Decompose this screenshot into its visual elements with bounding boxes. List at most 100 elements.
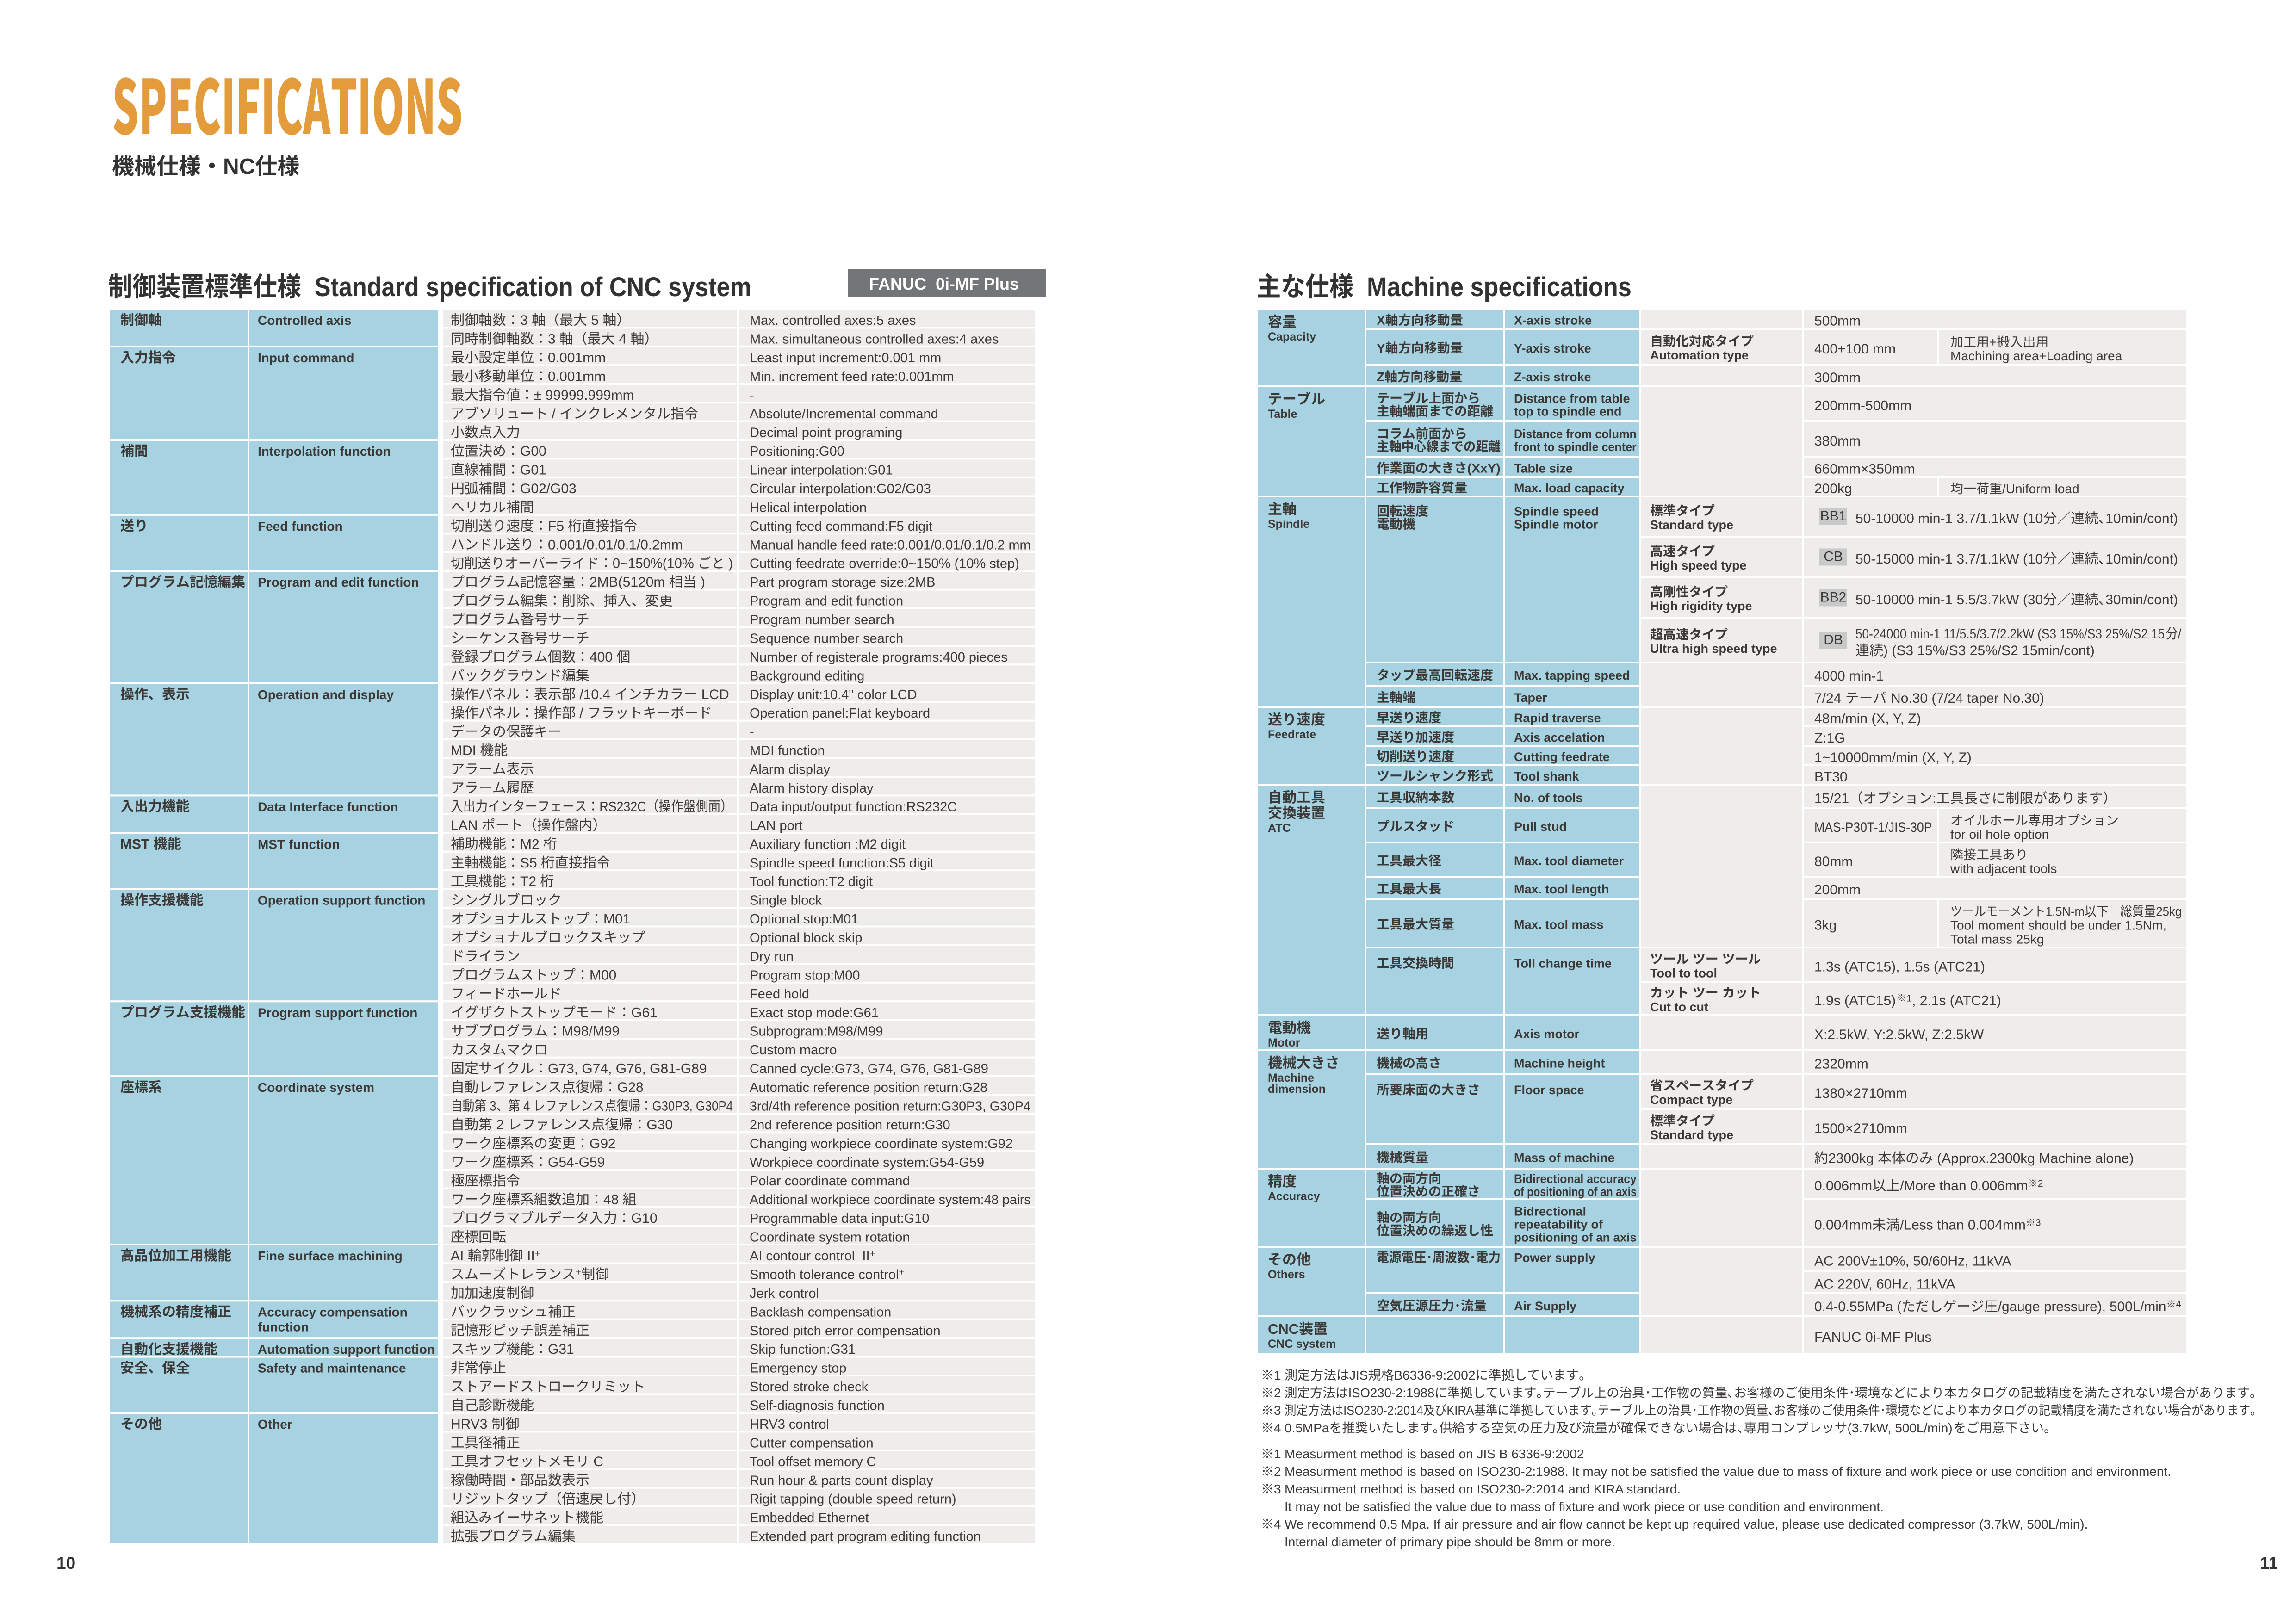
svg-text:Spindle motor: Spindle motor (1514, 518, 1598, 532)
svg-text:Program stop:M00: Program stop:M00 (750, 968, 860, 983)
svg-text:Measurment method is based on: Measurment method is based on ISO230-2:2… (1285, 1482, 1681, 1496)
svg-text:Feedrate: Feedrate (1268, 728, 1316, 741)
svg-text:Feed function: Feed function (258, 519, 343, 533)
svg-text:Workpiece coordinate system:G5: Workpiece coordinate system:G54-G59 (750, 1155, 984, 1170)
svg-text:Automation type: Automation type (1650, 348, 1749, 362)
svg-text:80mm: 80mm (1814, 854, 1853, 869)
svg-text:Y-axis stroke: Y-axis stroke (1514, 341, 1591, 355)
svg-text:Feed hold: Feed hold (750, 987, 809, 1002)
svg-text:G00: G00 (520, 444, 546, 459)
svg-text:Z-axis stroke: Z-axis stroke (1514, 370, 1591, 384)
svg-text:0.5MPa: 0.5MPa (1285, 1421, 1329, 1435)
svg-text:Optional stop:M01: Optional stop:M01 (750, 912, 858, 927)
svg-text:2: 2 (1274, 1464, 1281, 1479)
svg-text:1~10000mm/min (X, Y, Z): 1~10000mm/min (X, Y, Z) (1814, 750, 1972, 765)
svg-text:/10.4: /10.4 (576, 687, 614, 702)
svg-text:Machine: Machine (1268, 1072, 1314, 1084)
svg-text:Dry run: Dry run (750, 949, 794, 964)
svg-text:Taper: Taper (1514, 691, 1547, 705)
svg-text:Floor space: Floor space (1514, 1083, 1584, 1097)
svg-text:Z:1G: Z:1G (1814, 731, 1845, 746)
svg-text:, 2.1s (ATC21): , 2.1s (ATC21) (1912, 993, 2001, 1009)
svg-text:G61: G61 (631, 1005, 658, 1020)
svg-text:It may not be satisfied the va: It may not be satisfied the value due to… (1285, 1499, 1884, 1514)
svg-text:Manual handle feed rate:0.001/: Manual handle feed rate:0.001/0.01/0.1/0… (750, 538, 1031, 552)
svg-text:Tool moment should be under 1.: Tool moment should be under 1.5Nm, (1950, 918, 2166, 933)
svg-text:M00: M00 (590, 967, 616, 983)
svg-text:of positioning of an axis: of positioning of an axis (1514, 1185, 1637, 1199)
svg-text:/More than 0.006mm: /More than 0.006mm (1900, 1178, 2028, 1194)
svg-text:Absolute/Incremental command: Absolute/Incremental command (750, 407, 938, 421)
svg-text:Max. tapping speed: Max. tapping speed (1514, 669, 1630, 682)
svg-text:/: / (548, 406, 559, 421)
svg-text:Run hour & parts count display: Run hour & parts count display (750, 1473, 933, 1488)
svg-text:C: C (590, 1454, 603, 1469)
svg-text:Single block: Single block (750, 893, 822, 908)
svg-text:We recommend 0.5 Mpa. If air p: We recommend 0.5 Mpa. If air pressure an… (1285, 1517, 2088, 1531)
svg-text:dimension: dimension (1268, 1083, 1326, 1096)
svg-text:Max. load capacity: Max. load capacity (1514, 481, 1625, 495)
svg-text:3: 3 (486, 1098, 496, 1114)
svg-text:Standard type: Standard type (1650, 518, 1733, 532)
svg-text:HRV3 control: HRV3 control (750, 1417, 829, 1432)
svg-text:2MB(5120m: 2MB(5120m (590, 575, 669, 590)
svg-text:0.001/0.01/0.1/0.2mm: 0.001/0.01/0.1/0.2mm (548, 537, 683, 552)
svg-text:Power supply: Power supply (1514, 1251, 1595, 1265)
svg-text:Mass of machine: Mass of machine (1514, 1151, 1615, 1165)
svg-text:400+100 mm: 400+100 mm (1814, 341, 1896, 357)
svg-text:Positioning:G00: Positioning:G00 (750, 444, 844, 459)
svg-text:Accuracy compensation: Accuracy compensation (258, 1305, 408, 1319)
svg-text:Internal diameter of primary p: Internal diameter of primary pipe should… (1285, 1535, 1615, 1549)
svg-text:Axis accelation: Axis accelation (1514, 731, 1605, 744)
svg-text:Program and edit function: Program and edit function (750, 594, 903, 609)
svg-text:(Approx.2300kg Machine alone): (Approx.2300kg Machine alone) (1933, 1151, 2134, 1166)
svg-text:G28: G28 (617, 1080, 644, 1095)
svg-text:G92: G92 (590, 1136, 616, 1151)
svg-text:Optional block skip: Optional block skip (750, 931, 862, 946)
svg-text:Measurment method is based on: Measurment method is based on JIS B 6336… (1285, 1447, 1584, 1461)
svg-text:with adjacent tools: with adjacent tools (1950, 861, 2057, 876)
svg-text:Smooth tolerance control: Smooth tolerance control (750, 1267, 899, 1282)
svg-text:11: 11 (2260, 1554, 2278, 1573)
svg-text:1: 1 (1274, 1447, 1281, 1461)
svg-text:Circular interpolation:G02/G03: Circular interpolation:G02/G03 (750, 482, 931, 496)
svg-text:FANUC 0i-MF Plus: FANUC 0i-MF Plus (1814, 1330, 1931, 1345)
svg-text:4: 4 (2176, 1299, 2181, 1310)
svg-text:3: 3 (548, 331, 559, 347)
svg-text:top to spindle end: top to spindle end (1514, 405, 1621, 419)
svg-text:Spindle speed function:S5 digi: Spindle speed function:S5 digit (750, 856, 934, 871)
svg-text:Self-diagnosis function: Self-diagnosis function (750, 1399, 885, 1413)
svg-text:Max. controlled axes:5 axes: Max. controlled axes:5 axes (750, 313, 916, 328)
svg-text:0.006mm: 0.006mm (1814, 1178, 1872, 1194)
svg-text:Tool offset memory C: Tool offset memory C (750, 1455, 876, 1469)
svg-text:X-axis stroke: X-axis stroke (1514, 314, 1592, 328)
svg-text:Cutting feed command:F5 digit: Cutting feed command:F5 digit (750, 519, 932, 534)
svg-text:Input command: Input command (258, 351, 354, 365)
svg-text:1: 1 (1274, 1368, 1281, 1382)
svg-text:MDI: MDI (451, 743, 480, 758)
svg-text:No.30 (7/24 taper No.30): No.30 (7/24 taper No.30) (1887, 691, 2044, 706)
svg-text:50-10000 min-1 5.5/3.7kW (30: 50-10000 min-1 5.5/3.7kW (30 (1855, 592, 2043, 607)
svg-text:Program number search: Program number search (750, 613, 894, 627)
svg-text:Cutter compensation: Cutter compensation (750, 1436, 874, 1450)
svg-text:+: + (870, 1249, 875, 1259)
svg-text:Y: Y (1377, 341, 1385, 355)
svg-text:0.001mm: 0.001mm (548, 369, 606, 384)
svg-text:Table: Table (1268, 408, 1297, 421)
svg-text:M01: M01 (603, 911, 630, 927)
svg-text:Tool to tool: Tool to tool (1650, 966, 1717, 980)
svg-text:M2: M2 (520, 836, 543, 852)
svg-text:AC 220V, 60Hz, 11kVA: AC 220V, 60Hz, 11kVA (1814, 1277, 1955, 1292)
svg-text:0.4-0.55MPa (: 0.4-0.55MPa ( (1814, 1299, 1901, 1314)
svg-text:Others: Others (1268, 1268, 1305, 1281)
svg-text:4000 min-1: 4000 min-1 (1814, 669, 1884, 684)
svg-text:7/24: 7/24 (1814, 691, 1845, 706)
svg-text:Subprogram:M98/M99: Subprogram:M98/M99 (750, 1024, 883, 1039)
svg-text:JIS: JIS (1349, 1368, 1368, 1382)
svg-text:Operation and display: Operation and display (258, 688, 394, 702)
svg-text:Max. tool length: Max. tool length (1514, 882, 1609, 896)
svg-text:Automation support function: Automation support function (258, 1342, 435, 1357)
svg-text:G73, G74, G76, G81-G89: G73, G74, G76, G81-G89 (548, 1061, 707, 1077)
svg-text:15/21: 15/21 (1814, 791, 1849, 806)
svg-text:1.3s (ATC15), 1.5s (ATC21): 1.3s (ATC15), 1.5s (ATC21) (1814, 960, 1985, 975)
